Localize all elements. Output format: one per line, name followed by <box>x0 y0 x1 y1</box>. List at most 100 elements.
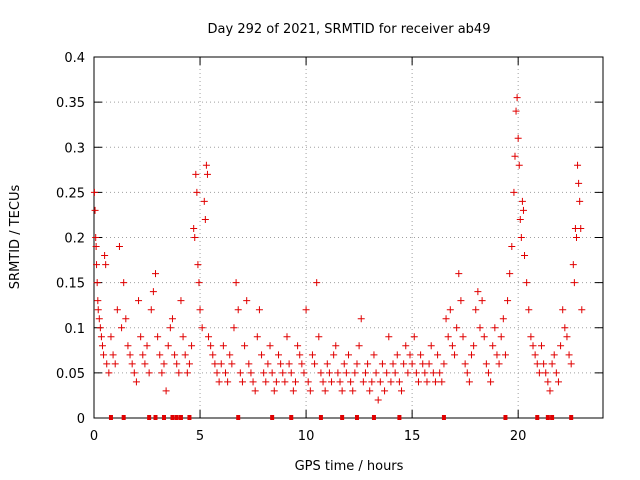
data-point <box>519 206 527 214</box>
data-point <box>338 387 346 395</box>
data-point <box>124 342 132 350</box>
data-point <box>328 378 336 386</box>
data-point <box>542 369 550 377</box>
data-point <box>249 378 257 386</box>
data-point <box>376 378 384 386</box>
data-point <box>289 387 297 395</box>
data-point <box>196 306 204 314</box>
data-point <box>515 161 523 169</box>
data-point <box>378 360 386 368</box>
data-point <box>93 279 101 287</box>
data-point <box>385 333 393 341</box>
data-point <box>537 342 545 350</box>
data-point <box>94 306 102 314</box>
data-point <box>533 360 541 368</box>
data-point <box>147 306 155 314</box>
data-point <box>118 324 126 332</box>
data-point <box>185 360 193 368</box>
data-point <box>535 369 543 377</box>
data-point <box>455 270 463 278</box>
axis-ticks: 0 0.05 0.1 0.15 0.2 0.25 0.3 0.35 0.4 0 5 10 15 20 <box>56 51 603 444</box>
x-tick-label: 15 <box>404 429 421 444</box>
data-point <box>361 369 369 377</box>
data-point <box>266 342 274 350</box>
data-point <box>115 243 123 251</box>
data-point <box>577 224 585 232</box>
zero-value-marker <box>270 415 275 420</box>
chart-title: Day 292 of 2021, SRMTID for receiver ab4… <box>208 22 491 37</box>
data-point <box>241 342 249 350</box>
zero-value-marker <box>153 415 158 420</box>
data-point <box>149 288 157 296</box>
data-point <box>105 369 113 377</box>
data-point <box>349 387 357 395</box>
data-point <box>446 306 454 314</box>
data-point <box>181 351 189 359</box>
x-tick-label: 10 <box>298 429 315 444</box>
data-point <box>472 306 480 314</box>
data-point <box>141 360 149 368</box>
data-point <box>476 324 484 332</box>
data-point <box>457 297 465 305</box>
data-point <box>168 315 176 323</box>
data-point <box>557 342 565 350</box>
data-point <box>173 360 181 368</box>
data-point <box>463 369 471 377</box>
data-point <box>514 134 522 142</box>
data-point <box>393 351 401 359</box>
data-point <box>193 188 201 196</box>
data-point <box>468 351 476 359</box>
data-point <box>351 369 359 377</box>
data-point <box>126 351 134 359</box>
data-point <box>391 369 399 377</box>
data-point <box>516 215 524 223</box>
data-point <box>347 378 355 386</box>
data-point <box>102 261 110 269</box>
data-point <box>228 360 236 368</box>
zero-value-marker <box>174 415 179 420</box>
data-point <box>499 315 507 323</box>
y-tick-label: 0.25 <box>56 186 85 201</box>
data-point <box>300 369 308 377</box>
data-point <box>281 378 289 386</box>
data-point <box>215 378 223 386</box>
y-tick-label: 0.2 <box>64 232 85 247</box>
data-point <box>565 351 573 359</box>
data-point <box>561 324 569 332</box>
data-point <box>332 342 340 350</box>
zero-value-marker <box>161 415 166 420</box>
data-point <box>398 387 406 395</box>
data-point <box>370 351 378 359</box>
zero-value-marker <box>147 415 152 420</box>
data-point <box>209 351 217 359</box>
y-tick-label: 0.1 <box>64 322 85 337</box>
data-point <box>395 378 403 386</box>
data-point <box>311 360 319 368</box>
data-point <box>205 333 213 341</box>
data-point <box>402 342 410 350</box>
data-point <box>113 306 121 314</box>
data-point <box>211 360 219 368</box>
data-point <box>245 360 253 368</box>
data-point <box>353 360 361 368</box>
data-point <box>122 315 130 323</box>
data-point <box>563 333 571 341</box>
data-point <box>238 378 246 386</box>
zero-value-marker <box>108 415 113 420</box>
data-point <box>258 351 266 359</box>
data-point <box>470 342 478 350</box>
data-point <box>128 360 136 368</box>
data-point <box>137 333 145 341</box>
data-point <box>465 378 473 386</box>
data-point <box>559 306 567 314</box>
data-point <box>285 360 293 368</box>
data-point <box>478 297 486 305</box>
data-point <box>94 297 102 305</box>
data-point <box>427 342 435 350</box>
data-point <box>120 279 128 287</box>
data-point <box>510 188 518 196</box>
data-point <box>540 360 548 368</box>
data-point <box>569 261 577 269</box>
data-point <box>315 333 323 341</box>
